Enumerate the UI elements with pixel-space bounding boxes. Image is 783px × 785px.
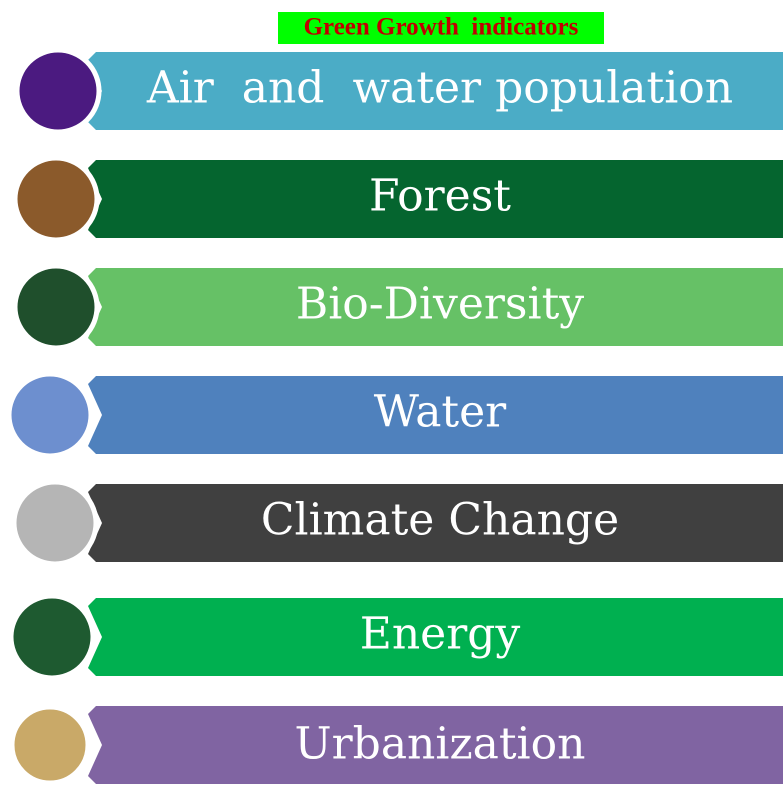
infographic: Green Growth indicators Air and water po… bbox=[0, 0, 783, 785]
bar-label: Air and water population bbox=[146, 63, 733, 114]
indicator-row: Water bbox=[9, 374, 783, 456]
bar-label: Energy bbox=[360, 609, 521, 660]
texture-circle bbox=[15, 266, 97, 348]
title: Green Growth indicators bbox=[304, 14, 579, 41]
texture-circle bbox=[12, 707, 88, 783]
indicator-row: Air and water population bbox=[17, 50, 783, 132]
indicator-row: Forest bbox=[15, 158, 783, 240]
indicator-row: Climate Change bbox=[14, 482, 783, 564]
texture-circle bbox=[17, 50, 99, 132]
indicator-row: Bio-Diversity bbox=[15, 266, 783, 348]
texture-circle bbox=[11, 596, 93, 678]
bar-label: Urbanization bbox=[295, 719, 586, 770]
bar-label: Forest bbox=[369, 171, 511, 222]
bar-label: Bio-Diversity bbox=[296, 279, 584, 330]
texture-circle bbox=[9, 374, 91, 456]
texture-circle bbox=[14, 482, 96, 564]
texture-circle bbox=[15, 158, 97, 240]
indicator-row: Energy bbox=[11, 596, 783, 678]
bar-label: Water bbox=[374, 387, 507, 438]
bar-label: Climate Change bbox=[261, 495, 619, 546]
indicator-row: Urbanization bbox=[12, 706, 783, 784]
